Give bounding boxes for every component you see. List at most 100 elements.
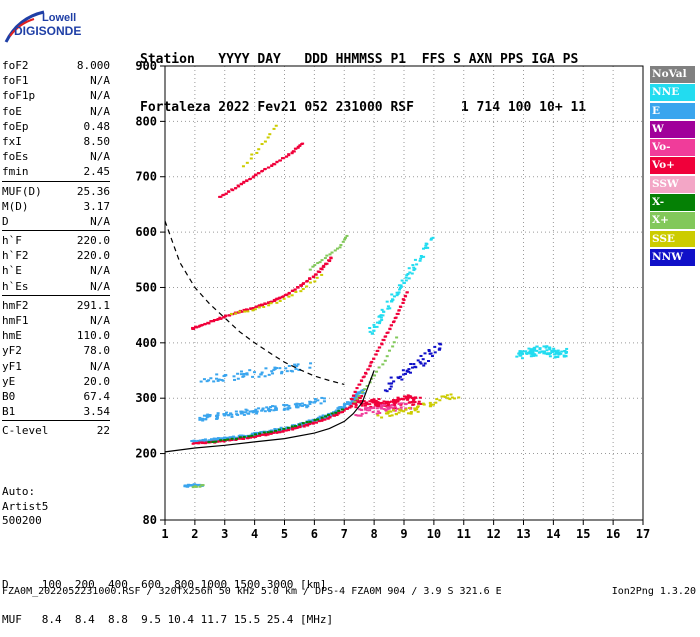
echo-point	[302, 282, 306, 285]
echo-point	[433, 345, 437, 348]
param-name: fmin	[2, 165, 29, 179]
param-value: 67.4	[83, 389, 111, 403]
echo-point	[411, 264, 415, 267]
echo-point	[320, 416, 324, 419]
echo-point	[263, 410, 267, 413]
echo-point	[266, 431, 270, 434]
echo-point	[379, 404, 383, 407]
echo-point	[392, 407, 396, 410]
echo-point	[269, 430, 273, 433]
echo-point	[296, 286, 300, 289]
echo-point	[262, 305, 266, 308]
echo-point	[278, 367, 282, 370]
echo-point	[284, 367, 288, 370]
echo-point	[274, 407, 278, 410]
echo-point	[206, 413, 210, 416]
echo-point	[355, 392, 359, 395]
echo-point	[556, 356, 560, 359]
echo-point	[376, 410, 380, 413]
echo-point	[217, 378, 221, 381]
echo-point	[287, 153, 291, 156]
echo-point	[236, 437, 240, 440]
echo-point	[260, 371, 264, 374]
echo-point	[384, 401, 388, 404]
echo-point	[524, 352, 528, 355]
param-name: h`Es	[2, 279, 29, 293]
echo-point	[530, 351, 534, 354]
echo-point	[376, 414, 380, 417]
param-row: foF1p N/A	[2, 88, 110, 103]
echo-point	[377, 398, 381, 401]
echo-point	[194, 326, 198, 329]
param-row: hmF1 N/A	[2, 313, 110, 328]
echo-point	[359, 414, 363, 417]
echo-point	[243, 411, 247, 414]
x-tick-label: 13	[516, 527, 530, 541]
echo-point	[324, 263, 328, 266]
echo-point	[243, 310, 247, 313]
echo-point	[322, 397, 326, 400]
echo-point	[272, 162, 276, 165]
echo-point	[268, 410, 272, 413]
param-value: 0.48	[83, 119, 111, 133]
echo-point	[296, 363, 300, 366]
echo-point	[548, 355, 552, 358]
echo-point	[200, 441, 204, 444]
echo-point	[287, 364, 291, 367]
echo-point	[412, 398, 416, 401]
param-value: N/A	[90, 104, 110, 118]
legend-item: Vo+	[650, 157, 695, 175]
echo-point	[366, 368, 370, 371]
echo-point	[261, 408, 265, 411]
x-tick-label: 10	[427, 527, 441, 541]
echo-point	[257, 148, 261, 151]
echo-point	[387, 403, 391, 406]
echo-point	[294, 405, 298, 408]
echo-point	[237, 310, 241, 313]
echo-point	[231, 189, 235, 192]
echo-point	[313, 273, 317, 276]
x-tick-label: 17	[636, 527, 650, 541]
echo-point	[240, 410, 244, 413]
echo-point	[245, 372, 249, 375]
param-row: fxI 8.50	[2, 134, 110, 149]
echo-point	[191, 484, 195, 487]
echo-point	[430, 355, 434, 358]
param-row: D N/A	[2, 214, 110, 229]
echo-point	[254, 305, 258, 308]
echo-point	[404, 407, 408, 410]
echo-point	[357, 400, 361, 403]
echo-point	[409, 411, 413, 414]
echo-point	[225, 411, 229, 414]
echo-point	[211, 441, 215, 444]
echo-point	[227, 414, 231, 417]
echo-point	[354, 414, 358, 417]
echo-point	[390, 300, 394, 303]
param-value: 220.0	[76, 234, 110, 248]
echo-point	[222, 193, 226, 196]
echo-point	[418, 361, 422, 364]
echo-point	[285, 404, 289, 407]
echo-point	[548, 346, 552, 349]
echo-point	[298, 144, 302, 147]
echo-point	[255, 412, 259, 415]
param-name: fxI	[2, 134, 22, 148]
param-row: foEs N/A	[2, 149, 110, 164]
echo-point	[260, 169, 264, 172]
echo-point	[222, 316, 226, 319]
legend-item: SSW	[650, 175, 695, 193]
param-separator	[2, 420, 110, 422]
legend-item: W	[650, 120, 695, 138]
echo-point	[399, 305, 403, 308]
echo-point	[409, 396, 413, 399]
param-row: h`Es N/A	[2, 279, 110, 294]
echo-point	[242, 180, 246, 183]
echo-point	[397, 403, 401, 406]
x-tick-label: 2	[191, 527, 198, 541]
echo-point	[275, 431, 279, 434]
echo-point	[319, 402, 323, 405]
echo-point	[562, 354, 566, 357]
param-row: foEp 0.48	[2, 119, 110, 134]
echo-point	[198, 441, 202, 444]
echo-point	[564, 352, 568, 355]
